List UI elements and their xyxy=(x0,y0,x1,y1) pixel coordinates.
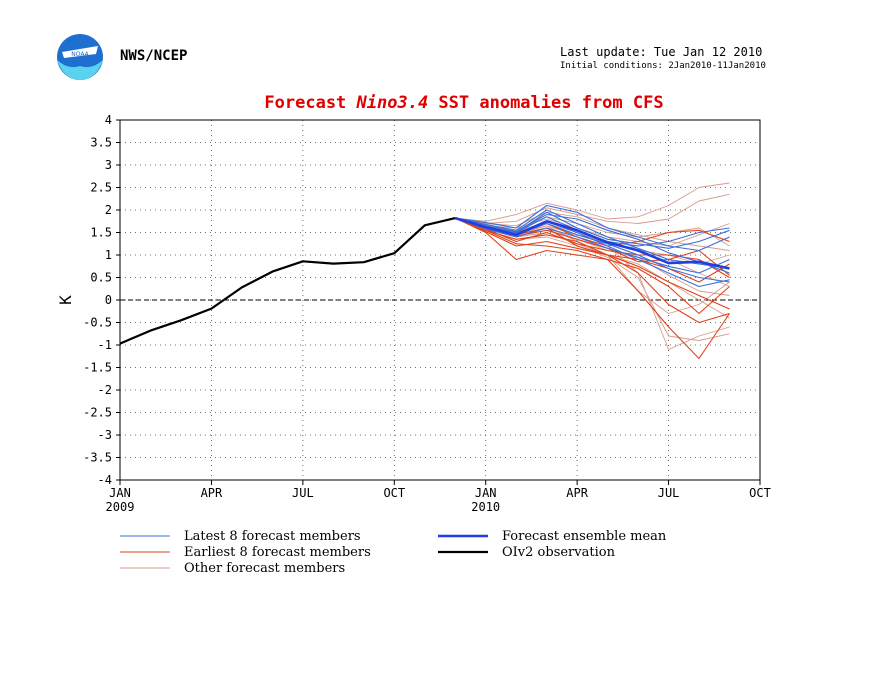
x-tick-label: APR xyxy=(201,486,223,500)
org-label: NWS/NCEP xyxy=(120,48,187,64)
x-tick-label: JAN xyxy=(475,486,497,500)
legend: Latest 8 forecast members Forecast ensemb… xyxy=(120,529,667,576)
legend-label-mean: Forecast ensemble mean xyxy=(502,529,667,544)
y-ticks: 4 3.5 3 2.5 2 1.5 1 0.5 0 -0.5 -1 -1.5 -2 -2.5 -3 -3.5 -… xyxy=(83,113,120,487)
plot-frame xyxy=(119,119,761,481)
ensemble-mean-line xyxy=(454,216,730,270)
x-tick-label: JAN xyxy=(109,486,131,500)
y-tick-label: 0 xyxy=(105,293,112,307)
y-tick-label: 1.5 xyxy=(90,226,112,240)
y-tick-label: 1 xyxy=(105,248,112,262)
latest-member-line xyxy=(455,211,730,249)
title-pre: Forecast xyxy=(264,93,356,113)
last-update: Last update: Tue Jan 12 2010 xyxy=(560,45,762,59)
earliest-member-line xyxy=(454,217,730,310)
title-post: SST anomalies from CFS xyxy=(428,93,663,113)
other-member-line xyxy=(455,211,730,251)
y-axis-label: K xyxy=(56,295,75,305)
title-em: Nino3.4 xyxy=(356,93,429,113)
noaa-logo: NOAA xyxy=(57,34,103,80)
x-tick-label: OCT xyxy=(749,486,771,500)
latest-member-line xyxy=(455,217,730,274)
y-tick-label: 2 xyxy=(105,203,112,217)
legend-label-other: Other forecast members xyxy=(184,561,345,576)
x-tick-label: OCT xyxy=(383,486,405,500)
x-tick-label: JUL xyxy=(292,486,314,500)
initial-conditions: Initial conditions: 2Jan2010-11Jan2010 xyxy=(560,61,766,71)
y-tick-label: 3.5 xyxy=(90,136,112,150)
x-tick-year: 2009 xyxy=(106,500,135,514)
x-tick-year: 2010 xyxy=(471,500,500,514)
y-tick-label: -1 xyxy=(98,338,112,352)
y-tick-label: 0.5 xyxy=(90,271,112,285)
y-tick-label: -2 xyxy=(98,383,112,397)
y-tick-label: -0.5 xyxy=(83,316,112,330)
y-tick-label: 4 xyxy=(105,113,112,127)
grid xyxy=(120,120,760,480)
x-tick-label: APR xyxy=(566,486,588,500)
y-tick-label: -2.5 xyxy=(83,406,112,420)
latest-member-line xyxy=(455,213,730,274)
observation-line xyxy=(119,217,456,345)
chart-title: Forecast Nino3.4 SST anomalies from CFS xyxy=(264,93,663,113)
legend-label-latest: Latest 8 forecast members xyxy=(184,529,361,544)
y-tick-label: -1.5 xyxy=(83,361,112,375)
y-tick-label: 2.5 xyxy=(90,181,112,195)
legend-label-earliest: Earliest 8 forecast members xyxy=(184,545,371,560)
y-tick-label: -3 xyxy=(98,428,112,442)
earliest-member-line xyxy=(454,217,730,315)
legend-label-obs: OIv2 observation xyxy=(502,545,616,560)
y-tick-label: 3 xyxy=(105,158,112,172)
latest-member-line xyxy=(455,204,730,252)
y-tick-label: -3.5 xyxy=(83,451,112,465)
logo-text: NOAA xyxy=(71,51,89,58)
other-member-line xyxy=(455,193,730,224)
x-tick-label: JUL xyxy=(658,486,680,500)
series-layer xyxy=(119,182,730,360)
y-tick-label: -4 xyxy=(98,473,112,487)
earliest-member-line xyxy=(454,217,730,360)
other-member-line xyxy=(455,182,730,222)
